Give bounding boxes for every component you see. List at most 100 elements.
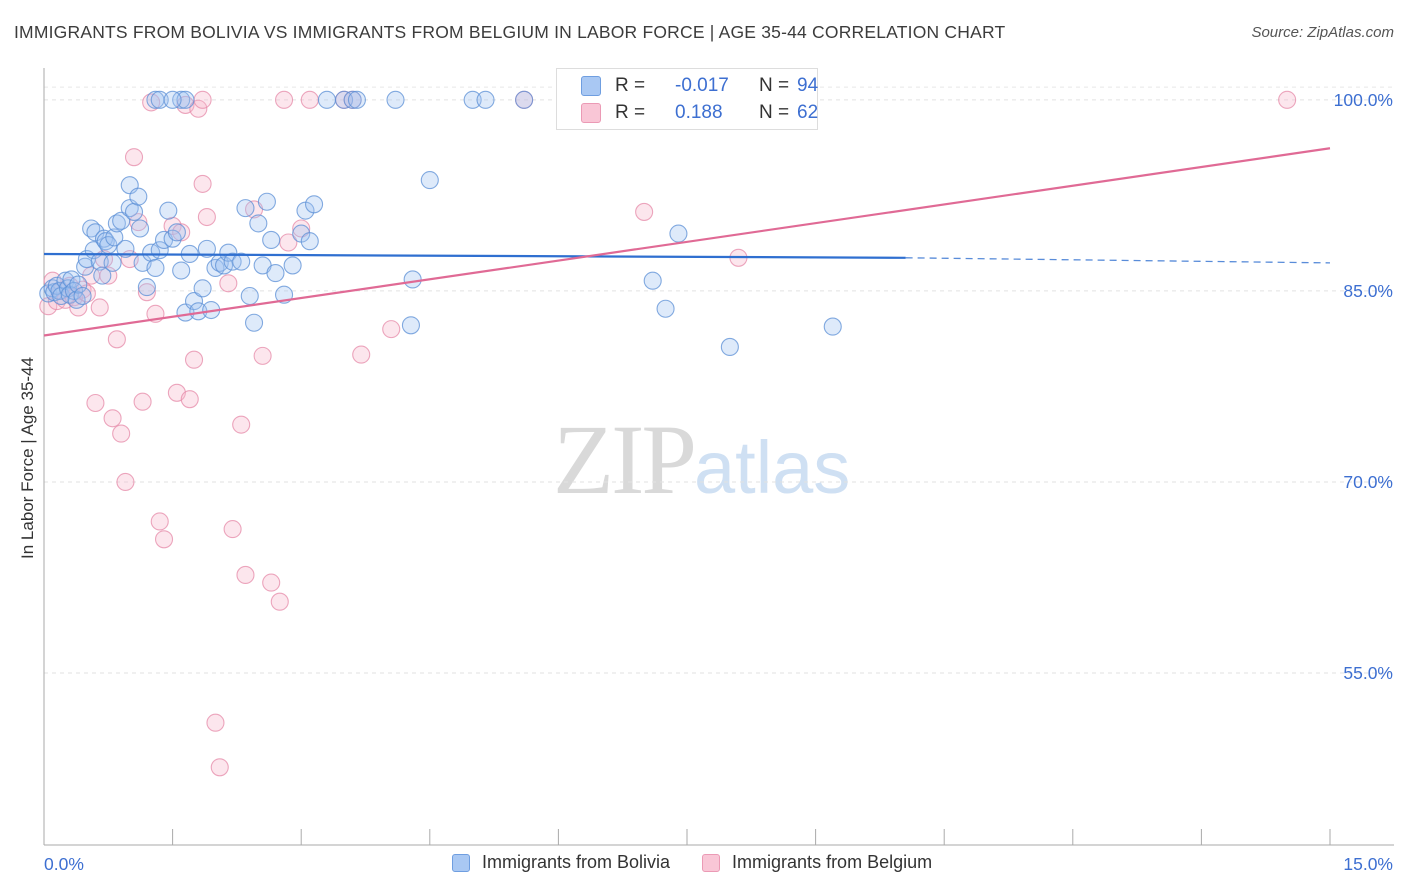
point-bolivia: [476, 90, 495, 109]
tick-labels: 100.0% 85.0% 70.0% 55.0% 0.0% 15.0%: [44, 90, 1393, 874]
point-belgium: [1278, 90, 1297, 109]
point-belgium: [262, 573, 281, 592]
point-bolivia: [266, 264, 285, 283]
point-belgium: [236, 565, 255, 585]
point-bolivia: [219, 243, 238, 262]
point-bolivia: [137, 278, 156, 297]
point-belgium: [90, 298, 109, 317]
point-bolivia: [93, 266, 112, 285]
point-bolivia: [76, 257, 95, 276]
y-tick-label: 85.0%: [1343, 281, 1393, 301]
point-bolivia: [669, 224, 688, 243]
stats-swatch-bolivia: [581, 76, 601, 96]
point-bolivia: [146, 258, 165, 278]
point-bolivia: [240, 286, 259, 306]
point-bolivia: [90, 252, 109, 271]
point-belgium: [112, 424, 131, 443]
point-belgium: [154, 530, 174, 549]
point-belgium: [133, 392, 152, 411]
point-belgium: [184, 350, 204, 369]
point-bolivia: [343, 90, 362, 109]
point-bolivia: [130, 219, 150, 238]
stats-n-value: 62: [797, 102, 819, 123]
watermark: ZIPatlas: [553, 402, 850, 517]
axes: [43, 68, 1394, 846]
point-bolivia: [403, 270, 422, 289]
point-belgium: [189, 99, 208, 118]
trend-line-bolivia: [43, 252, 906, 259]
point-bolivia: [172, 261, 191, 280]
point-bolivia: [105, 228, 124, 247]
point-bolivia: [197, 239, 216, 258]
stats-r-label: R =: [615, 102, 646, 123]
watermark-zip: ZIP: [553, 404, 697, 515]
trend-line-bolivia-extension: [905, 257, 1331, 264]
point-bolivia: [420, 171, 439, 190]
point-bolivia: [163, 90, 182, 109]
watermark-atlas: atlas: [694, 426, 851, 509]
point-bolivia: [232, 252, 251, 271]
point-bolivia: [463, 90, 482, 109]
point-bolivia: [347, 90, 366, 109]
point-bolivia: [720, 337, 739, 357]
point-belgium: [275, 90, 294, 109]
legend-item-belgium[interactable]: Immigrants from Belgium: [702, 852, 932, 873]
stats-n-value: 94: [797, 75, 819, 96]
point-belgium: [69, 298, 88, 317]
point-bolivia: [73, 286, 92, 306]
x-tick-label: 0.0%: [44, 854, 84, 874]
point-belgium: [635, 202, 654, 221]
stats-r-label: R =: [615, 75, 646, 96]
point-belgium: [107, 330, 126, 349]
point-bolivia: [167, 223, 186, 242]
stats-swatch-belgium: [581, 103, 601, 123]
point-belgium: [116, 472, 135, 492]
point-belgium: [232, 415, 251, 434]
point-bolivia: [300, 232, 319, 251]
x-tick-label: 15.0%: [1343, 854, 1393, 874]
point-bolivia: [656, 299, 675, 318]
legend-label-belgium: Immigrants from Belgium: [732, 852, 933, 872]
point-belgium: [206, 713, 225, 732]
point-belgium: [210, 758, 229, 777]
y-tick-label: 100.0%: [1334, 90, 1393, 110]
data-points: [39, 90, 1297, 777]
point-bolivia: [823, 317, 842, 336]
legend-item-bolivia[interactable]: Immigrants from Bolivia: [452, 852, 670, 873]
point-belgium: [197, 207, 216, 227]
point-bolivia: [112, 211, 131, 230]
trend-line-belgium: [43, 147, 1331, 337]
point-belgium: [219, 274, 238, 293]
point-belgium: [292, 219, 311, 238]
legend-label-bolivia: Immigrants from Bolivia: [482, 852, 671, 872]
point-belgium: [103, 409, 122, 428]
point-belgium: [124, 148, 144, 167]
stats-r-value: -0.017: [675, 75, 729, 96]
point-bolivia: [69, 275, 88, 294]
point-bolivia: [257, 192, 276, 211]
grid-lines: [44, 86, 1394, 674]
y-tick-label: 55.0%: [1343, 663, 1393, 683]
point-bolivia: [386, 90, 405, 109]
point-bolivia: [103, 253, 122, 272]
point-belgium: [180, 390, 199, 409]
legend: Immigrants from Bolivia Immigrants from …: [452, 852, 964, 873]
point-belgium: [382, 320, 401, 339]
point-bolivia: [236, 199, 255, 218]
chart-title: IMMIGRANTS FROM BOLIVIA VS IMMIGRANTS FR…: [14, 22, 1006, 42]
point-belgium: [270, 592, 289, 611]
point-belgium: [193, 90, 212, 109]
point-bolivia: [401, 316, 420, 335]
point-belgium: [193, 174, 212, 193]
point-bolivia: [176, 90, 195, 109]
point-bolivia: [184, 292, 204, 311]
point-bolivia: [124, 202, 144, 221]
point-bolivia: [159, 201, 178, 220]
stats-n-label: N =: [759, 102, 790, 123]
point-bolivia: [249, 214, 268, 233]
stats-box: R = -0.017 N = 94 R = 0.188 N = 62: [556, 68, 818, 130]
point-belgium: [300, 90, 319, 109]
point-bolivia: [116, 239, 135, 258]
point-belgium: [253, 346, 272, 365]
